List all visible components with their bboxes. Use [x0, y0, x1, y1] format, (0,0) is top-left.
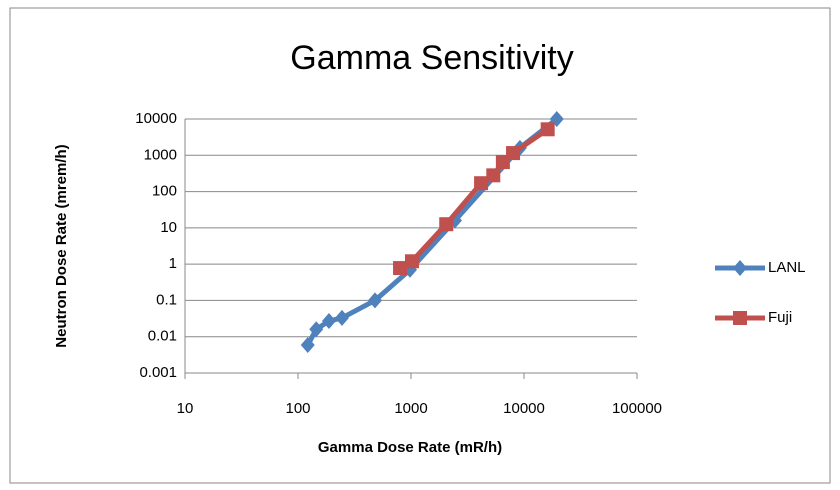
data-point [300, 337, 315, 354]
data-point [309, 321, 324, 338]
data-point [486, 168, 501, 183]
y-tick-label: 100 [152, 183, 177, 200]
legend-label: LANL [768, 259, 806, 276]
x-tick-label: 10000 [503, 400, 545, 417]
x-tick-label: 100 [285, 400, 310, 417]
y-tick-label: 0.1 [156, 291, 177, 308]
legend-marker [733, 260, 747, 276]
data-point [404, 254, 419, 269]
y-axis-label: Neutron Dose Rate (mrem/h) [53, 144, 70, 347]
y-tick-label: 10 [160, 219, 177, 236]
x-axis-label: Gamma Dose Rate (mR/h) [318, 439, 502, 456]
y-tick-label: 10000 [135, 110, 177, 127]
data-point [334, 309, 349, 326]
y-tick-label: 0.01 [148, 328, 177, 345]
y-tick-label: 1000 [144, 146, 177, 163]
data-point [474, 176, 489, 191]
x-tick-label: 10 [177, 400, 194, 417]
x-tick-label: 1000 [394, 400, 427, 417]
legend-marker [733, 311, 747, 325]
legend-label: Fuji [768, 309, 792, 326]
chart-title: Gamma Sensitivity [290, 39, 573, 77]
chart-border [9, 7, 831, 484]
data-point [439, 217, 454, 232]
data-point [367, 292, 382, 309]
x-tick-label: 100000 [612, 400, 662, 417]
y-tick-label: 1 [169, 255, 177, 272]
data-point [506, 146, 521, 161]
y-tick-label: 0.001 [139, 364, 177, 381]
data-point [540, 122, 555, 137]
data-point [393, 261, 408, 276]
data-point [321, 313, 336, 330]
